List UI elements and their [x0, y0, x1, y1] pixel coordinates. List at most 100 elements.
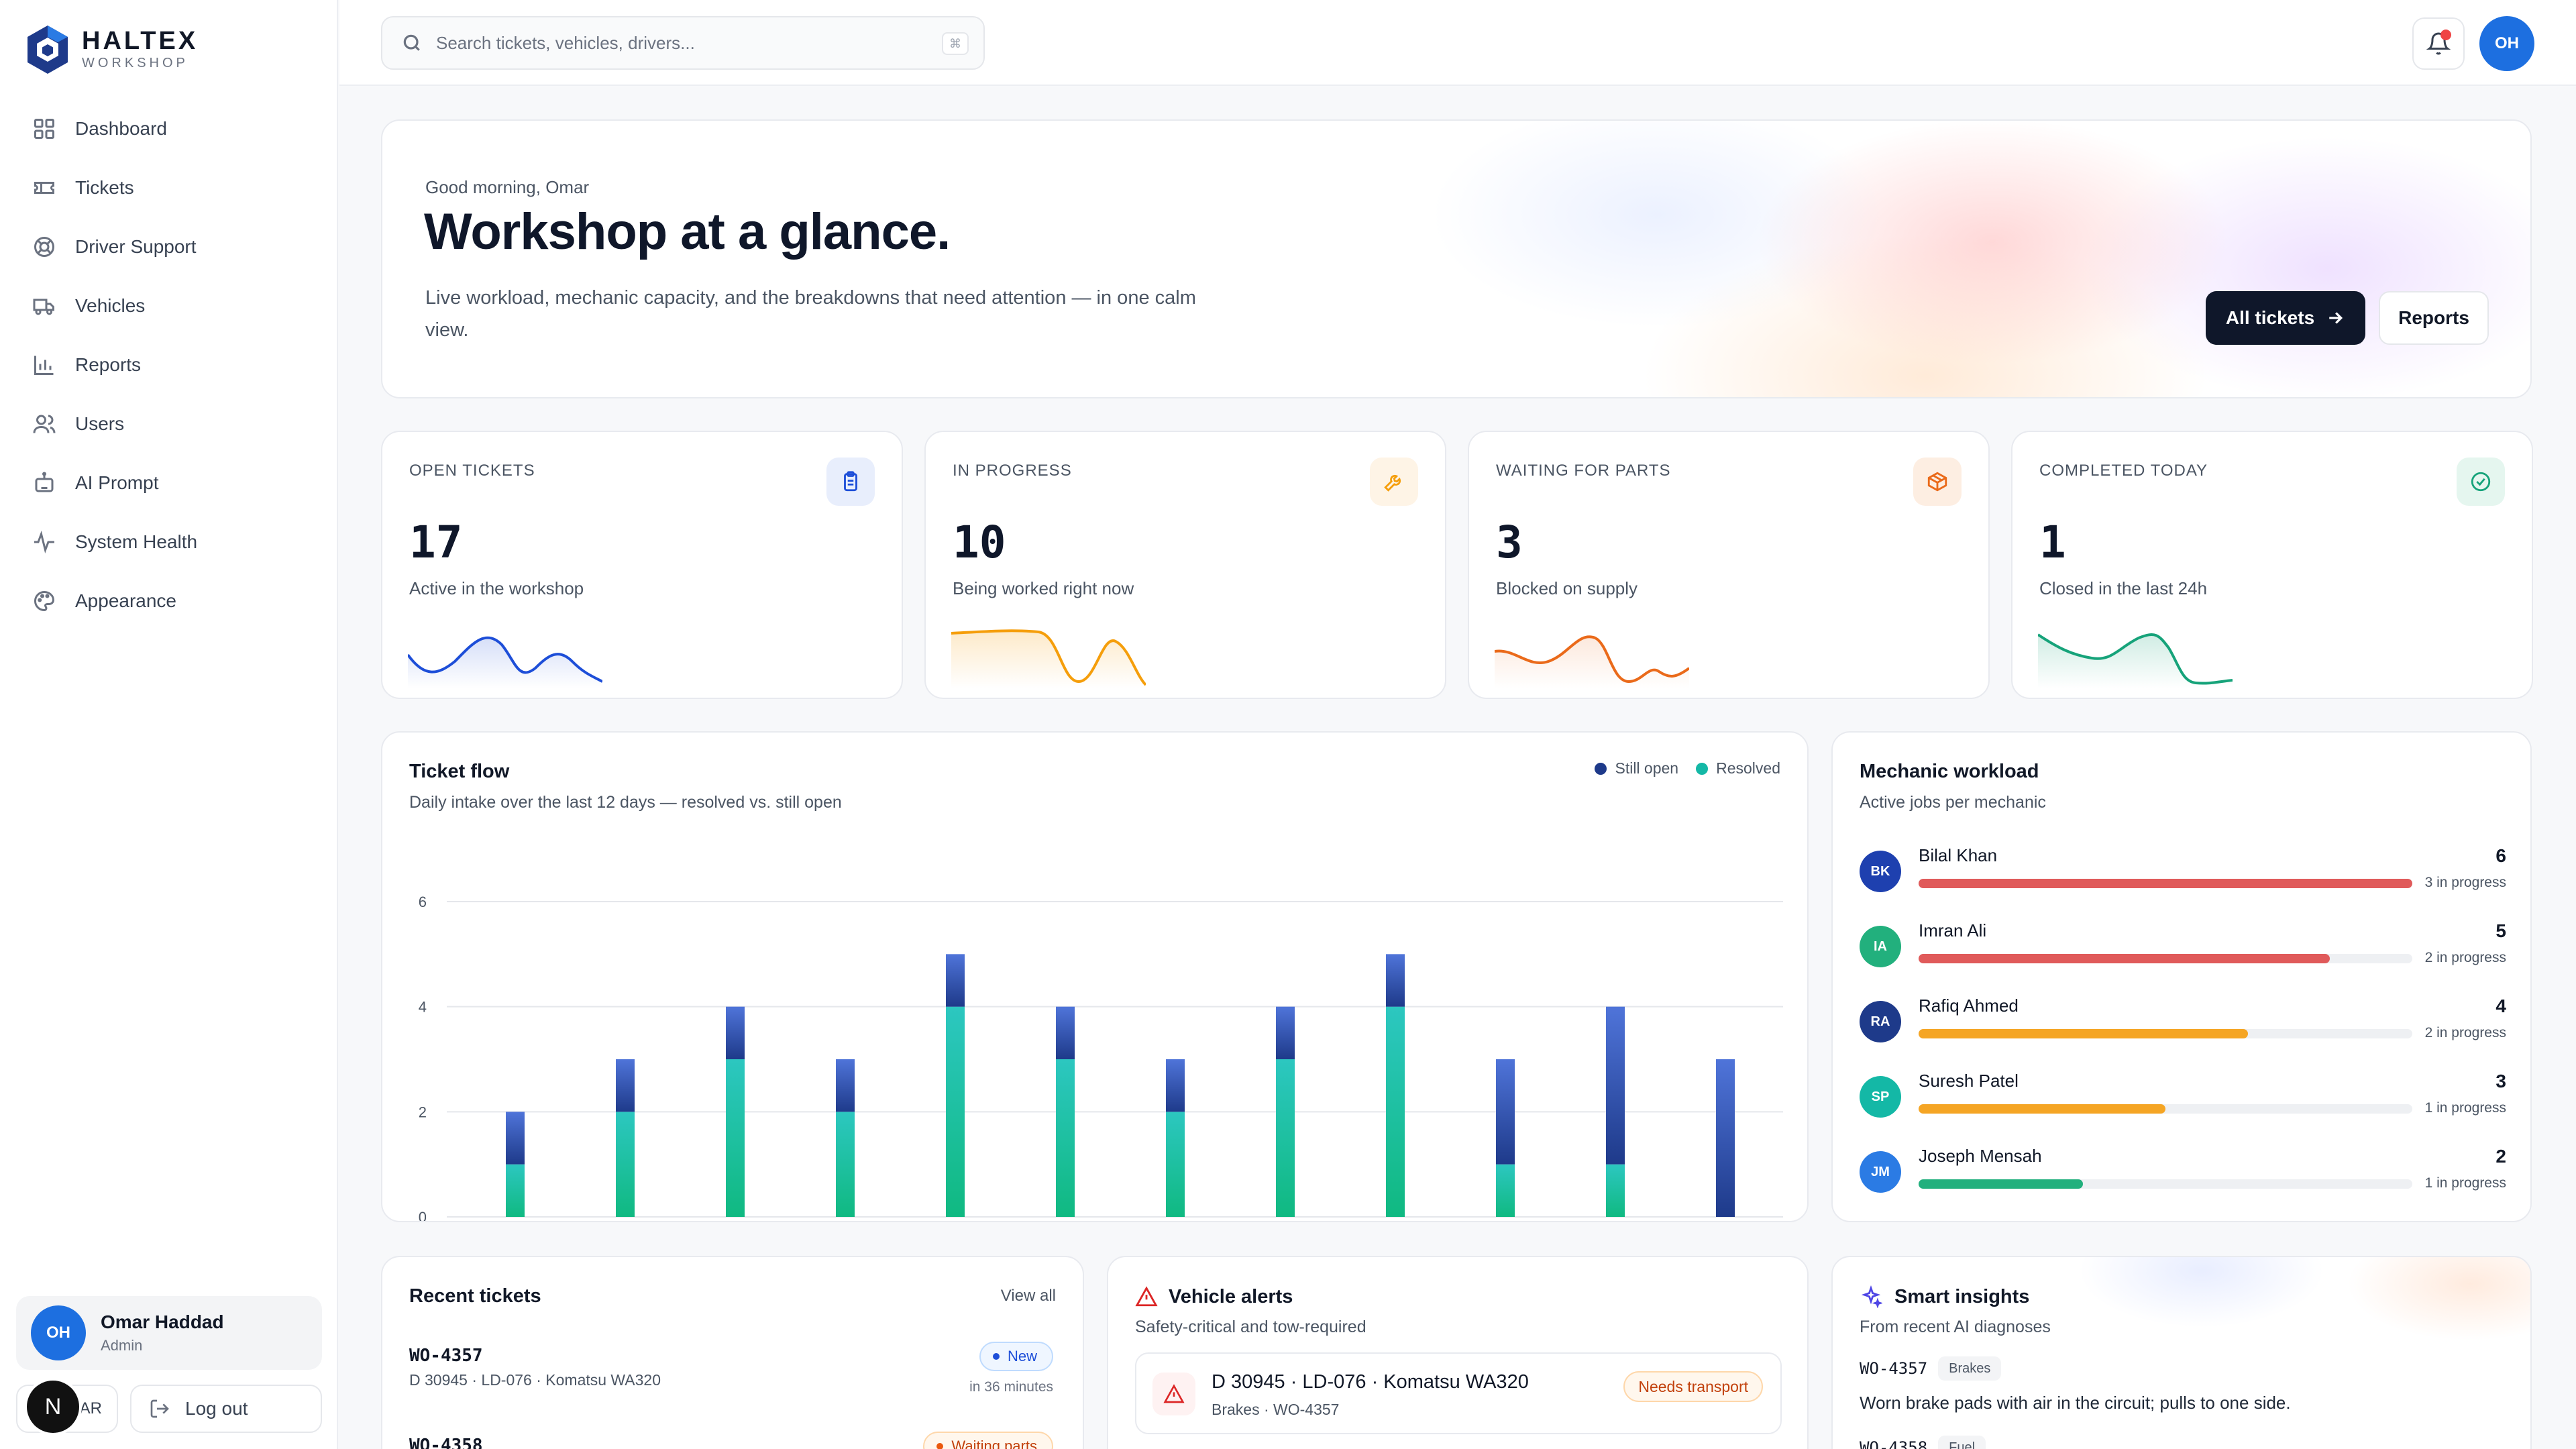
- legend-dot-open: [1595, 762, 1607, 775]
- stat-card-completed-today[interactable]: COMPLETED TODAY 1 Closed in the last 24h: [2011, 431, 2533, 699]
- bar-resolved[interactable]: [1386, 1006, 1405, 1217]
- bar-resolved[interactable]: [506, 1164, 525, 1217]
- ticket-row[interactable]: WO-4357 D 30945 · LD-076 · Komatsu WA320…: [409, 1342, 1053, 1395]
- bar-still-open[interactable]: [1716, 1059, 1735, 1217]
- stat-subtitle: Blocked on supply: [1496, 578, 1638, 598]
- mechanic-avatar: BK: [1860, 851, 1901, 892]
- stat-subtitle: Being worked right now: [953, 578, 1134, 598]
- notifications-button[interactable]: [2412, 17, 2465, 70]
- nav-label: Driver Support: [75, 236, 197, 257]
- users-icon: [33, 415, 56, 433]
- nav-item-reports[interactable]: Reports: [16, 335, 322, 394]
- bar-resolved[interactable]: [726, 1059, 745, 1217]
- stat-value: 17: [409, 517, 463, 568]
- sparkline-completed-today: [2038, 633, 2233, 688]
- bar-still-open[interactable]: [506, 1112, 525, 1165]
- bar-still-open[interactable]: [1386, 954, 1405, 1007]
- bar-still-open[interactable]: [1276, 1006, 1295, 1059]
- stat-label: WAITING FOR PARTS: [1496, 462, 1671, 480]
- nav-item-vehicles[interactable]: Vehicles: [16, 276, 322, 335]
- ticket-flow-chart: 024614 Jun1516171819202122232425: [419, 894, 1783, 1221]
- bar-still-open[interactable]: [1606, 1006, 1625, 1165]
- nav-item-appearance[interactable]: Appearance: [16, 572, 322, 631]
- user-card[interactable]: OH Omar Haddad Admin: [16, 1296, 322, 1370]
- legend-resolved[interactable]: Resolved: [1696, 759, 1780, 777]
- bar-still-open[interactable]: [1056, 1006, 1075, 1059]
- stat-value: 3: [1496, 517, 1523, 568]
- language-toggle-button[interactable]: N AR: [16, 1381, 118, 1433]
- bar-still-open[interactable]: [616, 1059, 635, 1112]
- bar-still-open[interactable]: [836, 1059, 855, 1112]
- alert-detail: Brakes · WO-4357: [1212, 1401, 1340, 1418]
- hero-card: Good morning, Omar Workshop at a glance.…: [381, 119, 2532, 398]
- bar-resolved[interactable]: [616, 1112, 635, 1217]
- stat-card-open-tickets[interactable]: OPEN TICKETS 17 Active in the workshop: [381, 431, 903, 699]
- legend-label: Resolved: [1716, 759, 1780, 777]
- mechanic-name: Imran Ali: [1919, 920, 1987, 941]
- bar-still-open[interactable]: [946, 954, 965, 1007]
- bar-resolved[interactable]: [1606, 1164, 1625, 1217]
- alert-icon-box: [1152, 1373, 1195, 1415]
- workload-bar-track: [1919, 1029, 2412, 1038]
- stat-icon-box: [2457, 458, 2505, 506]
- mechanic-row[interactable]: SP Suresh Patel 3 1 in progress: [1860, 1071, 2506, 1138]
- sparkline-in-progress: [951, 629, 1146, 688]
- vehicle-alert-item[interactable]: D 30945 · LD-076 · Komatsu WA320 Brakes …: [1135, 1352, 1782, 1434]
- ticket-time: in 36 minutes: [969, 1379, 1053, 1395]
- stat-card-waiting-parts[interactable]: WAITING FOR PARTS 3 Blocked on supply: [1468, 431, 1990, 699]
- logout-button[interactable]: Log out: [130, 1385, 322, 1433]
- ticket-icon: [34, 182, 54, 194]
- nav-label: Vehicles: [75, 295, 146, 316]
- bar-still-open[interactable]: [726, 1006, 745, 1059]
- pulse-icon: [34, 530, 54, 554]
- brand[interactable]: HALTEX WORKSHOP: [25, 24, 198, 75]
- greeting: Good morning, Omar: [425, 177, 590, 197]
- insight-item[interactable]: WO-4357 Brakes Worn brake pads with air …: [1860, 1356, 2504, 1413]
- stat-icon-box: [826, 458, 875, 506]
- nav-item-users[interactable]: Users: [16, 394, 322, 453]
- ticket-meta: D 30945 · LD-076 · Komatsu WA320: [409, 1371, 661, 1389]
- view-all-link[interactable]: View all: [1000, 1287, 1056, 1305]
- mechanic-row[interactable]: IA Imran Ali 5 2 in progress: [1860, 920, 2506, 987]
- mechanic-row[interactable]: RA Rafiq Ahmed 4 2 in progress: [1860, 996, 2506, 1063]
- search-bar[interactable]: ⌘: [381, 16, 985, 70]
- badge-dot: [992, 1353, 1000, 1360]
- badge-dot: [936, 1443, 944, 1449]
- legend-still-open[interactable]: Still open: [1595, 759, 1678, 777]
- bar-still-open[interactable]: [1496, 1059, 1515, 1165]
- main-nav: Dashboard Tickets Driver Support Vehicle…: [16, 99, 322, 631]
- search-input[interactable]: [436, 32, 919, 54]
- bar-resolved[interactable]: [1496, 1164, 1515, 1217]
- mechanic-name: Joseph Mensah: [1919, 1146, 2042, 1166]
- wrench-icon: [1384, 474, 1401, 492]
- nav-item-ai-prompt[interactable]: AI Prompt: [16, 453, 322, 513]
- ticket-row[interactable]: WO-4358 Waiting parts: [409, 1432, 1053, 1449]
- warning-icon: [1163, 1384, 1185, 1403]
- workload-bar-track: [1919, 879, 2412, 888]
- bar-still-open[interactable]: [1166, 1059, 1185, 1112]
- nav-item-driver-support[interactable]: Driver Support: [16, 217, 322, 276]
- bar-resolved[interactable]: [1276, 1059, 1295, 1217]
- bar-resolved[interactable]: [836, 1112, 855, 1217]
- nav-item-dashboard[interactable]: Dashboard: [16, 99, 322, 158]
- mechanic-row[interactable]: BK Bilal Khan 6 3 in progress: [1860, 845, 2506, 912]
- status-badge: Waiting parts: [923, 1432, 1053, 1449]
- bar-resolved[interactable]: [946, 1006, 965, 1217]
- account-avatar[interactable]: OH: [2479, 16, 2534, 71]
- clipboard-icon: [844, 471, 857, 492]
- lifebuoy-icon: [34, 237, 54, 257]
- nav-item-system-health[interactable]: System Health: [16, 513, 322, 572]
- all-tickets-button[interactable]: All tickets: [2206, 291, 2365, 345]
- insight-item[interactable]: WO-4358 Fuel: [1860, 1436, 2504, 1449]
- nav-item-tickets[interactable]: Tickets: [16, 158, 322, 217]
- stat-card-in-progress[interactable]: IN PROGRESS 10 Being worked right now: [924, 431, 1446, 699]
- workload-bar-fill: [1919, 1179, 2084, 1189]
- mechanic-in-progress: 1 in progress: [2424, 1175, 2506, 1191]
- bar-resolved[interactable]: [1056, 1059, 1075, 1217]
- y-tick-label: 6: [419, 894, 427, 910]
- bar-resolved[interactable]: [1166, 1112, 1185, 1217]
- mechanic-row[interactable]: JM Joseph Mensah 2 1 in progress: [1860, 1146, 2506, 1213]
- n-badge[interactable]: N: [27, 1381, 79, 1433]
- bar-chart-icon: [34, 356, 54, 375]
- reports-button[interactable]: Reports: [2379, 291, 2489, 345]
